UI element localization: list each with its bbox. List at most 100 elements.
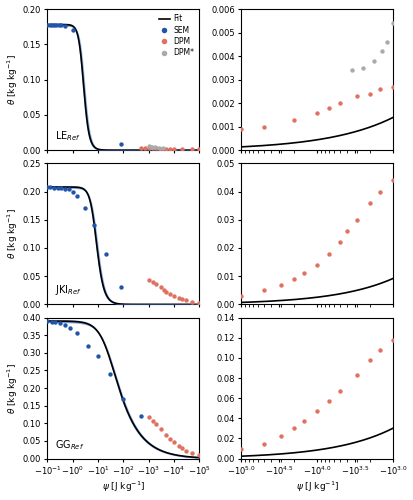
Point bbox=[183, 447, 190, 455]
Point bbox=[138, 144, 145, 152]
Point bbox=[325, 104, 332, 112]
Point bbox=[367, 199, 373, 207]
Point bbox=[325, 250, 332, 258]
Point bbox=[74, 192, 81, 200]
Legend: Fit, SEM, DPM, DPM*: Fit, SEM, DPM, DPM* bbox=[157, 13, 196, 59]
Point bbox=[159, 144, 166, 152]
Point bbox=[314, 108, 320, 116]
Point bbox=[163, 144, 170, 152]
Point bbox=[171, 145, 178, 153]
Text: GG$_{Ref}$: GG$_{Ref}$ bbox=[55, 438, 85, 452]
Point bbox=[118, 140, 124, 148]
Point bbox=[301, 418, 307, 426]
Point bbox=[69, 26, 76, 34]
Point bbox=[367, 90, 373, 98]
Point bbox=[238, 292, 244, 300]
Point bbox=[167, 290, 173, 298]
Point bbox=[44, 20, 51, 28]
Point bbox=[49, 318, 55, 326]
Point bbox=[157, 284, 164, 292]
Point bbox=[401, 80, 408, 88]
Point bbox=[150, 144, 157, 152]
Point bbox=[354, 92, 360, 100]
Point bbox=[62, 22, 69, 30]
Point bbox=[85, 342, 91, 350]
Point bbox=[291, 424, 298, 432]
Point bbox=[178, 444, 185, 452]
Point bbox=[360, 64, 366, 72]
Point bbox=[145, 413, 152, 421]
Point bbox=[367, 356, 373, 364]
Text: JKI$_{Ref}$: JKI$_{Ref}$ bbox=[55, 284, 82, 298]
Point bbox=[74, 330, 81, 338]
Point bbox=[120, 394, 127, 402]
Point bbox=[167, 434, 173, 442]
Point bbox=[44, 183, 51, 191]
Point bbox=[58, 22, 64, 30]
X-axis label: $\psi$ [J kg$^{-1}$]: $\psi$ [J kg$^{-1}$] bbox=[296, 480, 339, 494]
Point bbox=[95, 352, 102, 360]
Point bbox=[390, 176, 396, 184]
Point bbox=[163, 288, 170, 296]
Point bbox=[163, 431, 170, 439]
Point bbox=[47, 183, 54, 191]
Point bbox=[67, 324, 74, 332]
Point bbox=[354, 216, 360, 224]
Point bbox=[66, 186, 72, 194]
Point bbox=[370, 57, 377, 65]
Point bbox=[156, 144, 162, 152]
Point bbox=[238, 125, 244, 133]
Point bbox=[376, 85, 383, 93]
Y-axis label: $\theta$ [kg kg$^{-1}$]: $\theta$ [kg kg$^{-1}$] bbox=[6, 54, 20, 105]
Point bbox=[376, 188, 383, 196]
Point bbox=[291, 275, 298, 283]
Point bbox=[102, 250, 109, 258]
Point bbox=[91, 222, 97, 230]
Point bbox=[384, 38, 390, 46]
Point bbox=[145, 144, 152, 152]
Point bbox=[349, 66, 355, 74]
Point bbox=[145, 276, 152, 283]
Point bbox=[178, 145, 185, 153]
Point bbox=[142, 144, 148, 152]
Point bbox=[171, 292, 178, 300]
Point bbox=[56, 319, 63, 327]
Point bbox=[291, 116, 298, 124]
Point bbox=[183, 296, 190, 304]
Point bbox=[153, 420, 160, 428]
Point bbox=[175, 294, 182, 302]
Point bbox=[337, 99, 343, 107]
Point bbox=[301, 270, 307, 278]
Point bbox=[153, 144, 160, 152]
Point bbox=[171, 438, 178, 446]
Point bbox=[278, 432, 284, 440]
Point bbox=[379, 48, 385, 56]
Point bbox=[53, 22, 59, 30]
Point bbox=[49, 20, 55, 28]
Point bbox=[261, 440, 267, 448]
X-axis label: $\psi$ [J kg$^{-1}$]: $\psi$ [J kg$^{-1}$] bbox=[102, 480, 145, 494]
Point bbox=[325, 397, 332, 405]
Point bbox=[261, 286, 267, 294]
Point bbox=[157, 144, 164, 152]
Point bbox=[153, 280, 160, 288]
Point bbox=[52, 318, 58, 326]
Point bbox=[278, 280, 284, 288]
Point bbox=[167, 145, 173, 153]
Point bbox=[44, 317, 51, 325]
Point bbox=[54, 184, 61, 192]
Point bbox=[157, 426, 164, 434]
Point bbox=[196, 298, 203, 306]
Point bbox=[376, 346, 383, 354]
Point bbox=[178, 296, 185, 304]
Point bbox=[344, 227, 351, 235]
Point bbox=[390, 82, 396, 90]
Point bbox=[337, 387, 343, 395]
Point bbox=[82, 204, 88, 212]
Point bbox=[58, 184, 64, 192]
Point bbox=[150, 416, 157, 424]
Text: LE$_{Ref}$: LE$_{Ref}$ bbox=[55, 130, 81, 143]
Point bbox=[314, 261, 320, 269]
Point bbox=[196, 451, 203, 459]
Point bbox=[390, 19, 396, 27]
